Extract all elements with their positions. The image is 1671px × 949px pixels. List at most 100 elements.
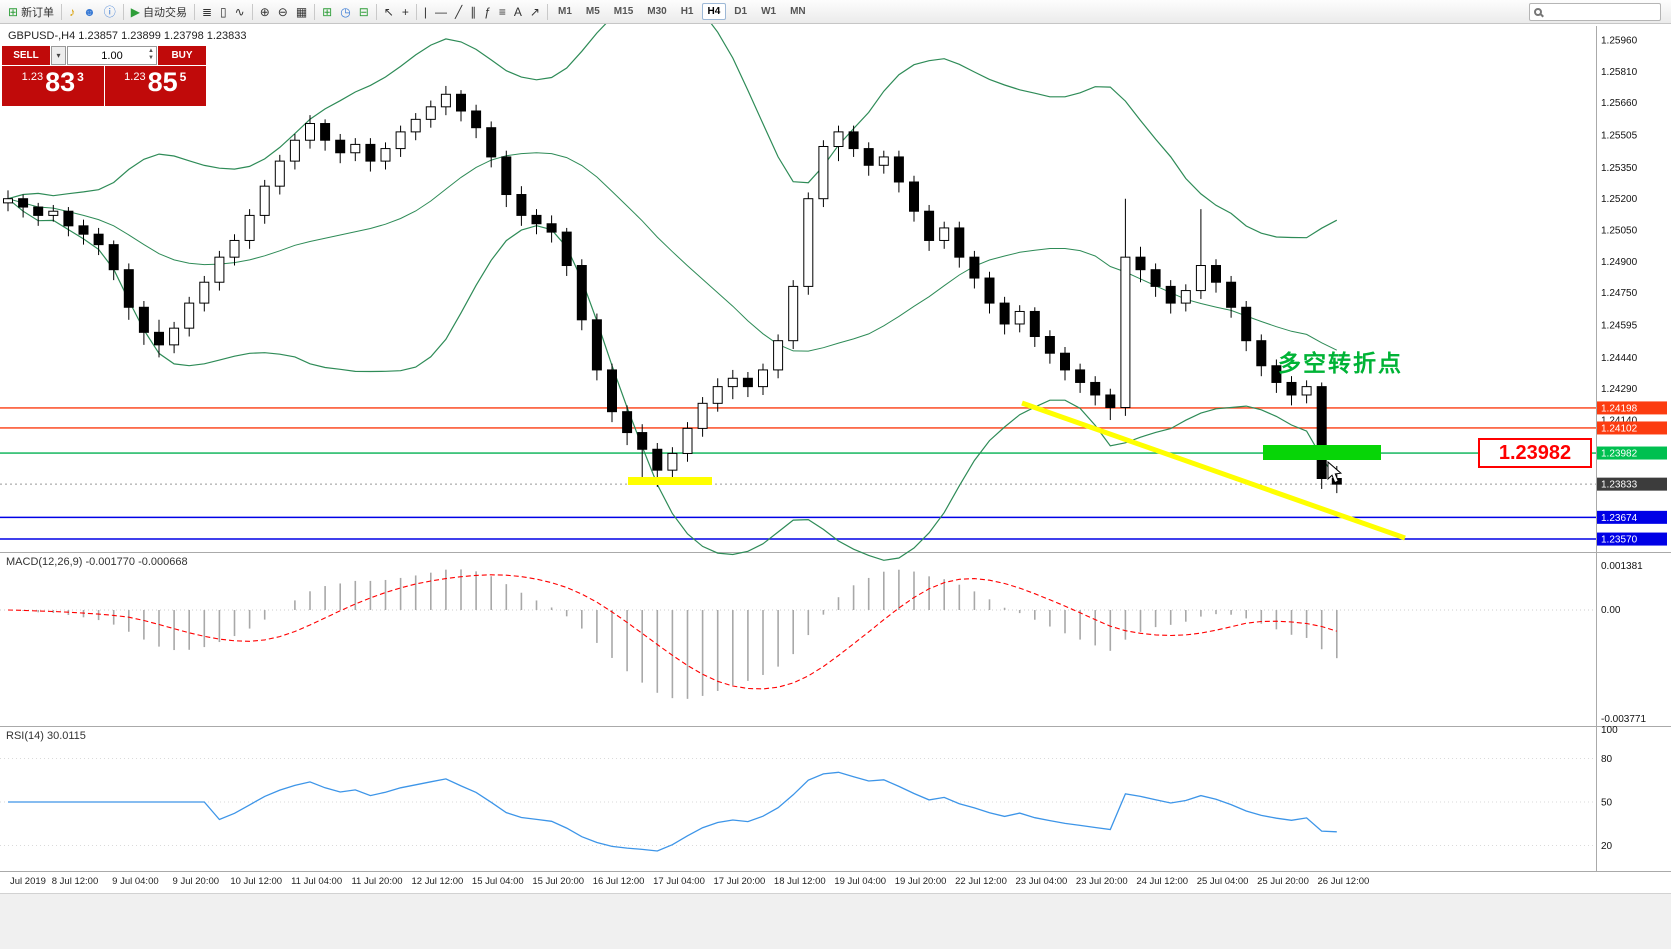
- new-chart-icon[interactable]: ⊞: [318, 2, 336, 22]
- candle-body: [1256, 340, 1267, 367]
- timeframe-mn[interactable]: MN: [790, 6, 806, 17]
- vertical-line-icon[interactable]: |: [420, 2, 431, 22]
- bar-chart-icon[interactable]: ≣: [198, 2, 216, 22]
- price-axis-label: 1.25050: [1601, 226, 1638, 237]
- candle-body: [395, 131, 406, 150]
- time-axis-label: 26 Jul 12:00: [1318, 876, 1370, 887]
- price-tag: [1597, 421, 1667, 435]
- yellow-support-highlight[interactable]: [628, 477, 712, 485]
- candle-body: [1090, 381, 1101, 396]
- indicators-icon[interactable]: ⊟: [355, 2, 373, 22]
- fibonacci-icon[interactable]: ƒ: [480, 2, 495, 22]
- zoom-out-icon[interactable]: ⊖: [274, 2, 292, 22]
- candle-body: [924, 210, 935, 241]
- price-tag: [1597, 477, 1667, 491]
- yellow-trendline[interactable]: [1021, 400, 1406, 541]
- ask-main: 85: [147, 67, 178, 97]
- candle-body: [259, 185, 270, 216]
- search-input[interactable]: [1546, 5, 1656, 18]
- candle-body: [199, 281, 210, 304]
- alerts-icon[interactable]: ♪: [65, 2, 79, 22]
- text-icon[interactable]: A: [510, 2, 526, 22]
- volume-up-arrow[interactable]: ▲: [148, 48, 154, 54]
- shapes-icon: ≡: [498, 4, 506, 19]
- crosshair-icon[interactable]: +: [398, 2, 413, 22]
- candle-body: [516, 194, 527, 216]
- toolbar-separator: [375, 3, 377, 20]
- timeframe-m1[interactable]: M1: [557, 6, 572, 17]
- timeframe-m15[interactable]: M15: [613, 6, 634, 17]
- price-tag-label: 1.24198: [1601, 403, 1638, 414]
- key-price-box[interactable]: 1.23982: [1478, 438, 1592, 468]
- shapes-icon[interactable]: ≡: [495, 2, 510, 22]
- volume-down-arrow[interactable]: ▼: [148, 55, 154, 61]
- candle-body: [289, 139, 300, 162]
- cursor-icon[interactable]: ↖: [380, 2, 398, 22]
- new-order-button[interactable]: ⊞ 新订单: [4, 2, 58, 22]
- timeframe-w1[interactable]: W1: [761, 6, 777, 17]
- timeframe-m5[interactable]: M5: [585, 6, 600, 17]
- line-chart-icon[interactable]: ∿: [231, 2, 249, 22]
- toolbar-group: ↖ +: [380, 0, 413, 23]
- toolbar-separator: [314, 3, 316, 20]
- bid-pip: 3: [77, 70, 84, 84]
- toolbar-group: | — ╱ ∥ ƒ ≡ A ↗: [420, 0, 544, 23]
- volume-input[interactable]: 1.00 ▲ ▼: [67, 46, 157, 65]
- green-level-highlight[interactable]: [1263, 445, 1381, 460]
- timeframe-d1[interactable]: D1: [734, 6, 748, 17]
- candle-body: [320, 123, 331, 141]
- arrows-icon[interactable]: ↗: [526, 2, 544, 22]
- candle-body: [78, 225, 89, 235]
- fibonacci-icon: ƒ: [484, 4, 491, 19]
- candlestick-chart-icon[interactable]: ▯: [216, 2, 231, 22]
- candlestick-chart-icon: ▯: [220, 4, 227, 19]
- candle-body: [682, 427, 693, 454]
- candle-body: [607, 369, 617, 413]
- candle-body: [712, 386, 723, 404]
- info-icon[interactable]: ⓘ: [100, 2, 120, 22]
- candle-body: [1120, 256, 1131, 409]
- trendline-icon[interactable]: ╱: [451, 2, 466, 22]
- chart-annotation-text[interactable]: 多空转折点: [1278, 350, 1403, 376]
- profiles-icon[interactable]: ◷: [336, 2, 354, 22]
- candle-body: [1286, 381, 1297, 396]
- time-axis-label: 10 Jul 12:00: [230, 876, 282, 887]
- timeframe-h4[interactable]: H4: [701, 3, 727, 20]
- rsi-axis-label: 50: [1601, 798, 1613, 809]
- bid-price-panel[interactable]: 1.23 83 3: [2, 66, 104, 106]
- macd-axis-label: 0.00: [1601, 605, 1621, 616]
- buy-button[interactable]: BUY: [158, 46, 206, 65]
- time-axis-label: 19 Jul 20:00: [895, 876, 947, 887]
- candle-body: [1075, 369, 1086, 383]
- candle-body: [637, 432, 648, 450]
- ask-price-panel[interactable]: 1.23 85 5: [104, 66, 206, 106]
- candle-body: [1029, 310, 1040, 338]
- timeframe-m30[interactable]: M30: [647, 6, 667, 17]
- time-axis-label: 17 Jul 04:00: [653, 876, 705, 887]
- tile-windows-icon[interactable]: ▦: [292, 2, 311, 22]
- candle-body: [788, 285, 799, 342]
- candle-body: [576, 265, 587, 321]
- toolbar-group: ⊞ 新订单: [4, 0, 58, 23]
- price-tag-label: 1.23674: [1601, 513, 1638, 524]
- community-icon[interactable]: ☻: [79, 2, 100, 22]
- order-type-dropdown[interactable]: ▾: [51, 46, 66, 65]
- bollinger-lower-band: [7, 198, 1338, 561]
- search-box[interactable]: [1529, 2, 1661, 21]
- zoom-in-icon[interactable]: ⊕: [256, 2, 274, 22]
- time-axis-label: 15 Jul 04:00: [472, 876, 524, 887]
- price-axis-label: 1.24290: [1601, 384, 1638, 395]
- candle-body: [335, 139, 346, 154]
- line-chart-icon: ∿: [234, 4, 245, 19]
- ask-prefix: 1.23: [124, 71, 146, 83]
- toolbar-group: ≣ ▯ ∿: [198, 0, 249, 23]
- time-axis-label: 24 Jul 12:00: [1136, 876, 1188, 887]
- autotrading-button[interactable]: ▶ 自动交易: [127, 2, 191, 22]
- timeframe-h1[interactable]: H1: [680, 6, 694, 17]
- channel-icon[interactable]: ∥: [466, 2, 480, 22]
- crosshair-icon: +: [401, 4, 409, 19]
- candle-body: [1316, 386, 1327, 480]
- sell-button[interactable]: SELL: [2, 46, 50, 65]
- horizontal-line-icon[interactable]: —: [431, 2, 451, 22]
